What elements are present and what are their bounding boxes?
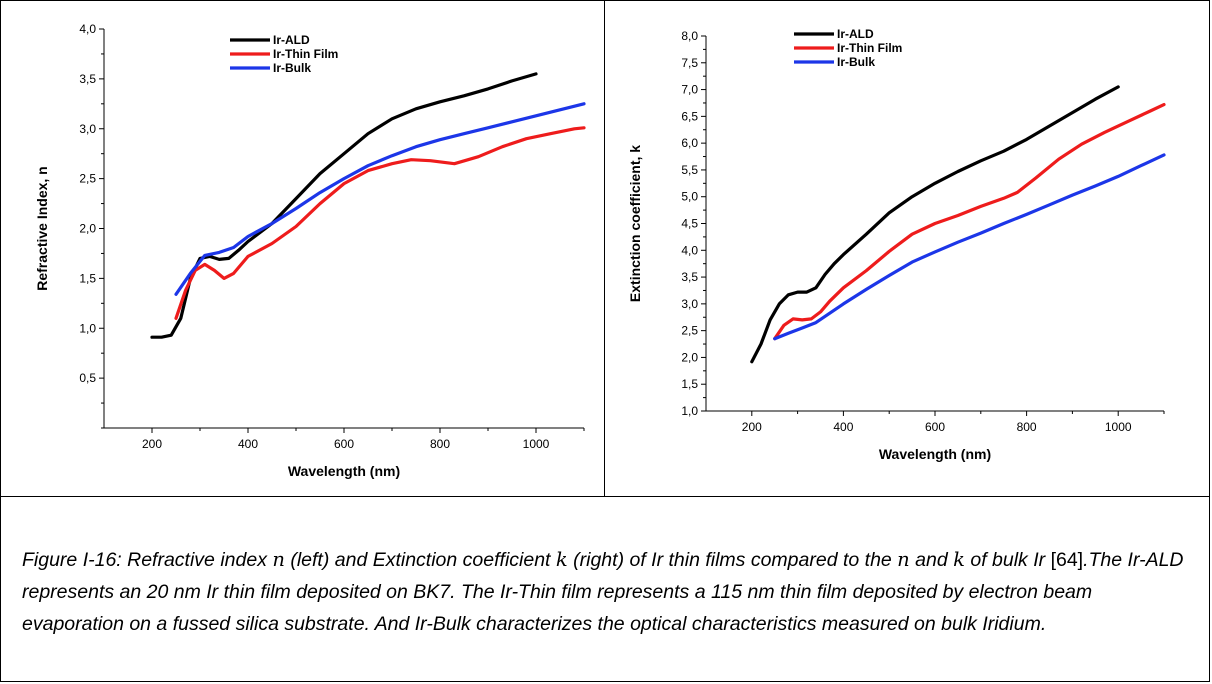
y-tick-label: 1,0 — [79, 321, 96, 335]
x-tick-label: 1000 — [1105, 420, 1132, 434]
legend-label: Ir-Thin Film — [273, 47, 338, 61]
x-tick-label: 600 — [925, 420, 945, 434]
series-line-ir-bulk — [174, 102, 586, 296]
x-tick-label: 800 — [430, 437, 450, 451]
legend-label: Ir-Thin Film — [837, 41, 902, 55]
y-tick-label: 5,5 — [681, 163, 698, 177]
x-tick-label: 1000 — [523, 437, 550, 451]
y-tick-label: 4,0 — [681, 243, 698, 257]
y-tick-label: 1,0 — [681, 404, 698, 418]
table-column-divider — [604, 1, 605, 496]
y-tick-label: 6,5 — [681, 109, 698, 123]
x-tick-label: 600 — [334, 437, 354, 451]
legend-label: Ir-ALD — [837, 27, 874, 41]
y-tick-label: 3,0 — [79, 122, 96, 136]
y-tick-label: 5,0 — [681, 190, 698, 204]
legend-label: Ir-Bulk — [837, 55, 875, 69]
table-row-divider — [1, 496, 1209, 497]
x-tick-label: 800 — [1017, 420, 1037, 434]
series-line-ir-bulk — [773, 153, 1166, 341]
series-line-ir-thin-film — [773, 102, 1166, 341]
x-tick-label: 400 — [833, 420, 853, 434]
y-tick-label: 6,0 — [681, 136, 698, 150]
y-tick-label: 0,5 — [79, 371, 96, 385]
y-tick-label: 4,0 — [79, 22, 96, 36]
series-line-ir-ald — [150, 72, 538, 339]
y-tick-label: 3,5 — [681, 270, 698, 284]
x-tick-label: 200 — [742, 420, 762, 434]
x-axis-label: Wavelength (nm) — [879, 446, 991, 462]
y-tick-label: 2,0 — [681, 350, 698, 364]
y-tick-label: 2,0 — [79, 222, 96, 236]
y-tick-label: 1,5 — [681, 377, 698, 391]
series-line-ir-ald — [750, 85, 1120, 364]
y-tick-label: 7,5 — [681, 56, 698, 70]
y-tick-label: 2,5 — [79, 172, 96, 186]
extinction-coefficient-chart: 200 400 600 800 1000 1,0 1,5 2,0 2,5 3,0 3,5 4,0 4,5… — [627, 27, 1166, 462]
x-axis-label: Wavelength (nm) — [288, 463, 400, 479]
y-tick-label: 7,0 — [681, 83, 698, 97]
y-axis-label: Refractive Index, n — [34, 166, 50, 291]
legend-label: Ir-Bulk — [273, 61, 311, 75]
y-axis-label: Extinction coefficient, k — [627, 145, 643, 302]
y-tick-label: 3,5 — [79, 72, 96, 86]
y-tick-label: 8,0 — [681, 29, 698, 43]
x-tick-label: 400 — [238, 437, 258, 451]
legend-label: Ir-ALD — [273, 33, 310, 47]
figure-caption: Figure I-16: Refractive index n (left) a… — [22, 548, 1184, 635]
y-tick-label: 2,5 — [681, 324, 698, 338]
series-line-ir-thin-film — [174, 126, 586, 320]
y-tick-label: 4,5 — [681, 217, 698, 231]
y-tick-label: 1,5 — [79, 271, 96, 285]
y-tick-label: 3,0 — [681, 297, 698, 311]
refractive-index-chart: 200 400 600 800 1000 0,5 1,0 1,5 2,0 2,5 3,0 3,5 4,0… — [34, 22, 586, 479]
x-tick-label: 200 — [142, 437, 162, 451]
